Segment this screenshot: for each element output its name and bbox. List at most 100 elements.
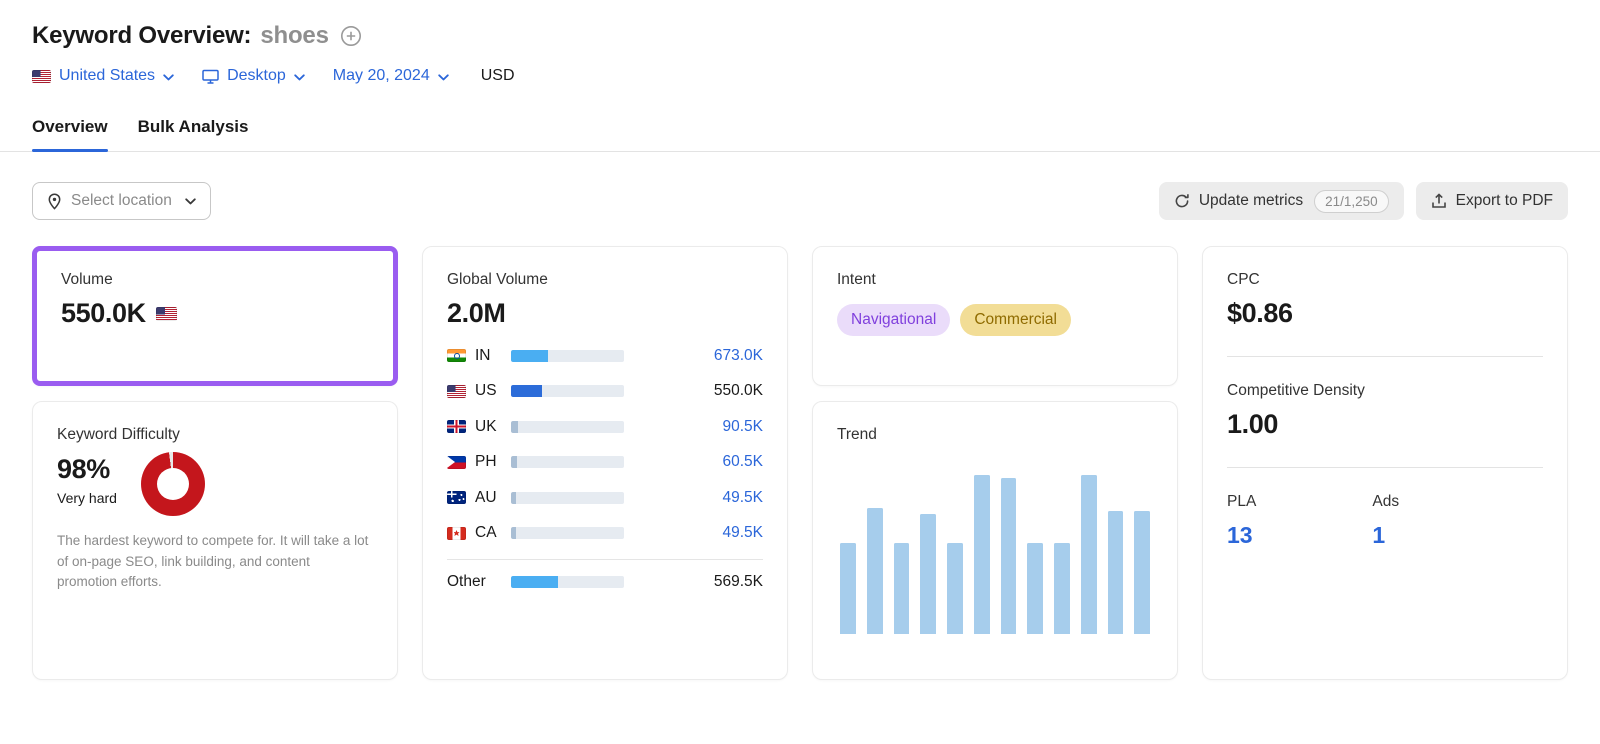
metrics-grid: Volume 550.0K Keyword Difficulty 98% Ver… [0, 220, 1600, 680]
volume-bar-fill [511, 385, 542, 397]
keyword-text: shoes [260, 22, 329, 49]
currency-label: USD [480, 67, 515, 84]
keyword-difficulty-card: Keyword Difficulty 98% Very hard The har… [32, 401, 398, 680]
chevron-down-icon [163, 73, 174, 80]
toolbar-right: Update metrics 21/1,250 Export to PDF [1158, 182, 1568, 220]
volume-bar-fill [511, 349, 549, 362]
country-code: US [475, 382, 497, 399]
add-keyword-icon[interactable] [340, 25, 362, 47]
global-volume-label: Global Volume [447, 271, 548, 288]
volume-bar-track [511, 527, 624, 539]
global-volume-row: UK 90.5K [447, 418, 763, 436]
intent-card: Intent Navigational Commercial [812, 246, 1178, 386]
country-code: PH [475, 453, 497, 470]
country-filter-dropdown[interactable]: United States [32, 67, 174, 85]
desktop-icon [202, 69, 219, 84]
global-volume-row: CA 49.5K [447, 524, 763, 542]
country-code: CA [475, 524, 497, 541]
country-volume-value[interactable]: 60.5K [722, 453, 763, 470]
volume-bar-track [511, 349, 624, 362]
volume-bar-fill [511, 576, 559, 588]
country-volume-value[interactable]: 49.5K [722, 524, 763, 541]
trend-bar [840, 542, 856, 634]
export-icon [1431, 193, 1446, 208]
trend-bar [893, 542, 910, 634]
export-pdf-label: Export to PDF [1455, 192, 1553, 209]
global-volume-value: 2.0M [447, 298, 506, 328]
country-code: UK [475, 417, 497, 435]
update-metrics-button[interactable]: Update metrics 21/1,250 [1158, 182, 1404, 220]
column-intent-trend: Intent Navigational Commercial Trend [812, 246, 1178, 680]
tab-bulk-analysis[interactable]: Bulk Analysis [137, 117, 249, 136]
volume-bar-fill [511, 527, 516, 539]
select-location-label: Select location [71, 192, 172, 209]
keyword-difficulty-description: The hardest keyword to compete for. It w… [57, 533, 369, 590]
date-filter-dropdown[interactable]: May 20, 2024 [333, 67, 449, 85]
page-header: Keyword Overview: shoes United States De… [0, 0, 1600, 152]
pla-value: 13 [1227, 522, 1253, 548]
tabs: Overview Bulk Analysis [0, 85, 1600, 152]
country-volume-value[interactable]: 49.5K [722, 488, 763, 506]
global-volume-row: US 550.0K [447, 382, 763, 400]
trend-bar [947, 542, 963, 634]
quota-badge: 21/1,250 [1314, 189, 1389, 213]
ph-flag-icon [447, 455, 466, 469]
volume-bar-track [511, 420, 624, 433]
ca-flag-icon [447, 526, 466, 540]
trend-bar [1027, 542, 1043, 634]
update-metrics-label: Update metrics [1198, 192, 1304, 209]
chevron-down-icon [294, 73, 305, 80]
global-volume-row: IN 673.0K [447, 347, 763, 365]
other-volume-value: 569.5K [713, 573, 763, 590]
export-pdf-button[interactable]: Export to PDF [1415, 182, 1568, 220]
trend-bar [1080, 474, 1097, 634]
country-code: IN [475, 346, 491, 364]
filters-bar: United States Desktop May 20, 2024 USD [0, 50, 1600, 85]
volume-card: Volume 550.0K [32, 246, 398, 386]
global-volume-row: AU 49.5K [447, 489, 763, 507]
intent-badge-navigational[interactable]: Navigational [837, 304, 951, 336]
toolbar: Select location Update metrics 21/1,250 … [0, 152, 1600, 220]
chevron-down-icon [438, 73, 449, 80]
difficulty-donut [140, 452, 205, 516]
volume-bar-track [511, 491, 624, 504]
pla-label: PLA [1227, 493, 1257, 510]
global-volume-other-row: Other 569.5K [447, 573, 763, 591]
cpc-card: CPC $0.86 Competitive Density 1.00 PLA 1… [1202, 246, 1568, 680]
country-filter-label: United States [59, 67, 156, 84]
us-flag-icon [32, 69, 51, 83]
volume-bar-fill [511, 491, 516, 504]
tab-overview[interactable]: Overview [32, 117, 108, 152]
keyword-difficulty-level: Very hard [57, 490, 117, 506]
pla-block: PLA 13 [1227, 493, 1372, 549]
volume-bar-fill [511, 456, 517, 468]
select-location-button[interactable]: Select location [32, 182, 211, 220]
intent-badge-commercial[interactable]: Commercial [960, 304, 1071, 336]
ads-label: Ads [1372, 493, 1400, 510]
trend-bar [920, 514, 936, 634]
volume-bar-track [511, 576, 624, 588]
trend-card: Trend [812, 401, 1178, 680]
divider [1227, 467, 1543, 468]
trend-bar [1054, 542, 1070, 634]
trend-bar [973, 474, 990, 634]
keyword-difficulty-label: Keyword Difficulty [57, 426, 180, 443]
location-pin-icon [47, 192, 62, 210]
country-volume-value[interactable]: 90.5K [722, 417, 763, 435]
device-filter-label: Desktop [227, 67, 286, 84]
keyword-difficulty-value: 98% [57, 454, 110, 484]
page-title-text: Keyword Overview: [32, 22, 252, 49]
device-filter-dropdown[interactable]: Desktop [202, 67, 305, 85]
competitive-density-value: 1.00 [1227, 409, 1278, 439]
trend-bar [1134, 511, 1150, 634]
country-volume-value[interactable]: 673.0K [713, 346, 763, 364]
volume-bar-track [511, 456, 624, 468]
in-flag-icon [447, 349, 466, 362]
uk-flag-icon [447, 420, 466, 433]
date-filter-label: May 20, 2024 [332, 67, 430, 84]
other-label: Other [447, 573, 486, 590]
chevron-down-icon [185, 197, 196, 204]
ads-block: Ads 1 [1372, 493, 1517, 549]
trend-chart [837, 468, 1153, 634]
cpc-value: $0.86 [1227, 298, 1293, 328]
